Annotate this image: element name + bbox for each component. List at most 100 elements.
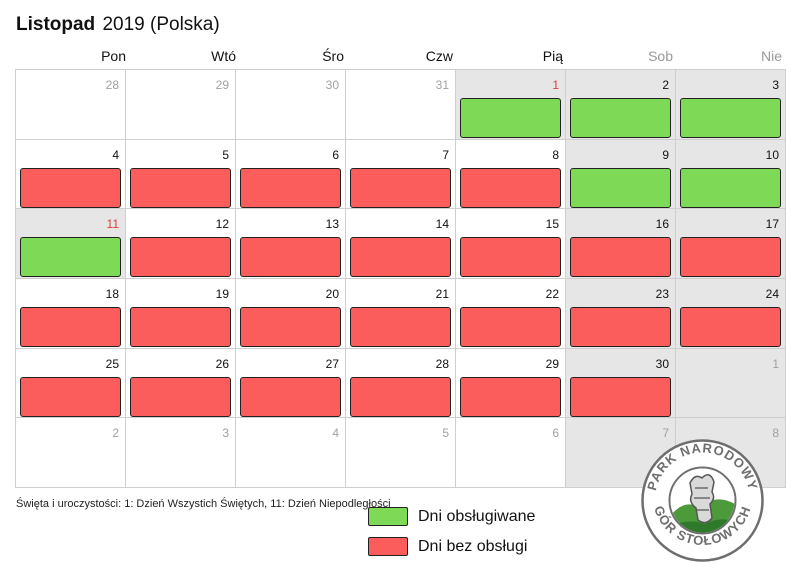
not-served-day-block <box>20 167 121 208</box>
not-served-day-block <box>460 237 561 278</box>
day-cell[interactable]: 9 <box>566 139 676 210</box>
day-cell[interactable]: 3 <box>676 70 786 140</box>
day-cell[interactable]: 1 <box>676 348 786 419</box>
day-cell[interactable]: 3 <box>126 418 236 488</box>
not-served-day-block <box>240 306 341 347</box>
legend-not-served-label: Dni bez obsługi <box>418 537 528 555</box>
served-day-block <box>570 98 671 138</box>
not-served-day-block <box>240 167 341 208</box>
not-served-day-block <box>460 167 561 208</box>
day-number: 26 <box>215 356 229 371</box>
not-served-day-block <box>350 167 451 208</box>
title-month: Listopad <box>16 14 96 35</box>
day-cell[interactable]: 28 <box>16 70 126 140</box>
not-served-day-block <box>680 306 781 347</box>
day-cell[interactable]: 31 <box>346 70 456 140</box>
day-cell[interactable]: 14 <box>346 209 456 279</box>
weekday-sat: Sob <box>648 48 673 64</box>
day-number: 9 <box>662 147 669 162</box>
not-served-day-block <box>350 376 451 417</box>
day-number: 6 <box>332 147 339 162</box>
day-number: 30 <box>655 356 669 371</box>
day-cell[interactable]: 13 <box>236 209 346 279</box>
day-cell[interactable]: 21 <box>346 278 456 349</box>
not-served-day-block <box>350 306 451 347</box>
weekday-wed: Śro <box>322 48 344 64</box>
not-served-day-block <box>20 306 121 347</box>
not-served-day-block <box>20 376 121 417</box>
day-number: 1 <box>772 356 779 371</box>
day-number: 7 <box>442 147 449 162</box>
day-number: 2 <box>112 426 119 441</box>
day-number: 13 <box>325 217 339 232</box>
day-cell[interactable]: 27 <box>236 348 346 419</box>
day-number: 10 <box>765 147 779 162</box>
legend-not-served: Dni bez obsługi <box>368 537 527 556</box>
weekday-tue: Wtó <box>211 48 236 64</box>
not-served-day-block <box>570 306 671 347</box>
day-cell[interactable]: 17 <box>676 209 786 279</box>
day-cell[interactable]: 28 <box>346 348 456 419</box>
day-cell[interactable]: 30 <box>236 70 346 140</box>
day-cell[interactable]: 5 <box>126 139 236 210</box>
day-cell[interactable]: 15 <box>456 209 566 279</box>
day-number: 17 <box>765 217 779 232</box>
served-day-block <box>20 237 121 278</box>
day-cell[interactable]: 4 <box>236 418 346 488</box>
day-cell[interactable]: 29 <box>126 70 236 140</box>
day-cell[interactable]: 20 <box>236 278 346 349</box>
day-number: 3 <box>222 426 229 441</box>
day-cell[interactable]: 12 <box>126 209 236 279</box>
day-cell[interactable]: 23 <box>566 278 676 349</box>
day-number: 18 <box>105 286 119 301</box>
day-number: 6 <box>552 426 559 441</box>
day-number: 2 <box>662 78 669 92</box>
day-cell[interactable]: 22 <box>456 278 566 349</box>
day-number: 4 <box>112 147 119 162</box>
day-cell[interactable]: 2 <box>566 70 676 140</box>
day-cell[interactable]: 4 <box>16 139 126 210</box>
served-day-block <box>570 167 671 208</box>
day-number: 23 <box>655 286 669 301</box>
day-number: 1 <box>552 78 559 92</box>
served-day-block <box>680 167 781 208</box>
day-number: 7 <box>662 426 669 441</box>
not-served-day-block <box>570 376 671 417</box>
day-number: 27 <box>325 356 339 371</box>
day-cell[interactable]: 24 <box>676 278 786 349</box>
day-cell[interactable]: 11 <box>16 209 126 279</box>
weekday-mon: Pon <box>101 48 126 64</box>
not-served-day-block <box>130 376 231 417</box>
day-cell[interactable]: 29 <box>456 348 566 419</box>
day-number: 5 <box>222 147 229 162</box>
legend-served-label: Dni obsługiwane <box>418 507 536 525</box>
weekday-thu: Czw <box>425 48 453 64</box>
day-cell[interactable]: 16 <box>566 209 676 279</box>
park-logo: PARK NARODOWY GÓR STOŁOWYCH <box>641 439 764 562</box>
day-number: 8 <box>772 426 779 441</box>
legend-served-swatch <box>368 507 408 526</box>
day-cell[interactable]: 18 <box>16 278 126 349</box>
day-cell[interactable]: 6 <box>236 139 346 210</box>
legend-served: Dni obsługiwane <box>368 507 535 526</box>
day-cell[interactable]: 8 <box>456 139 566 210</box>
day-cell[interactable]: 30 <box>566 348 676 419</box>
day-cell[interactable]: 5 <box>346 418 456 488</box>
day-cell[interactable]: 26 <box>126 348 236 419</box>
not-served-day-block <box>130 167 231 208</box>
day-number: 20 <box>325 286 339 301</box>
day-cell[interactable]: 6 <box>456 418 566 488</box>
day-cell[interactable]: 2 <box>16 418 126 488</box>
day-cell[interactable]: 10 <box>676 139 786 210</box>
day-number: 3 <box>772 78 779 92</box>
day-cell[interactable]: 25 <box>16 348 126 419</box>
not-served-day-block <box>460 306 561 347</box>
day-number: 19 <box>215 286 229 301</box>
day-cell[interactable]: 1 <box>456 70 566 140</box>
day-cell[interactable]: 7 <box>346 139 456 210</box>
not-served-day-block <box>570 237 671 278</box>
day-cell[interactable]: 19 <box>126 278 236 349</box>
calendar-grid: 28 29 30 31 1 2 3 4 5 6 7 8 9 10 11 12 13 14 15 16 17 18 19 20 2… <box>15 69 786 488</box>
weekday-sun: Nie <box>760 48 782 64</box>
day-number: 11 <box>106 217 119 232</box>
